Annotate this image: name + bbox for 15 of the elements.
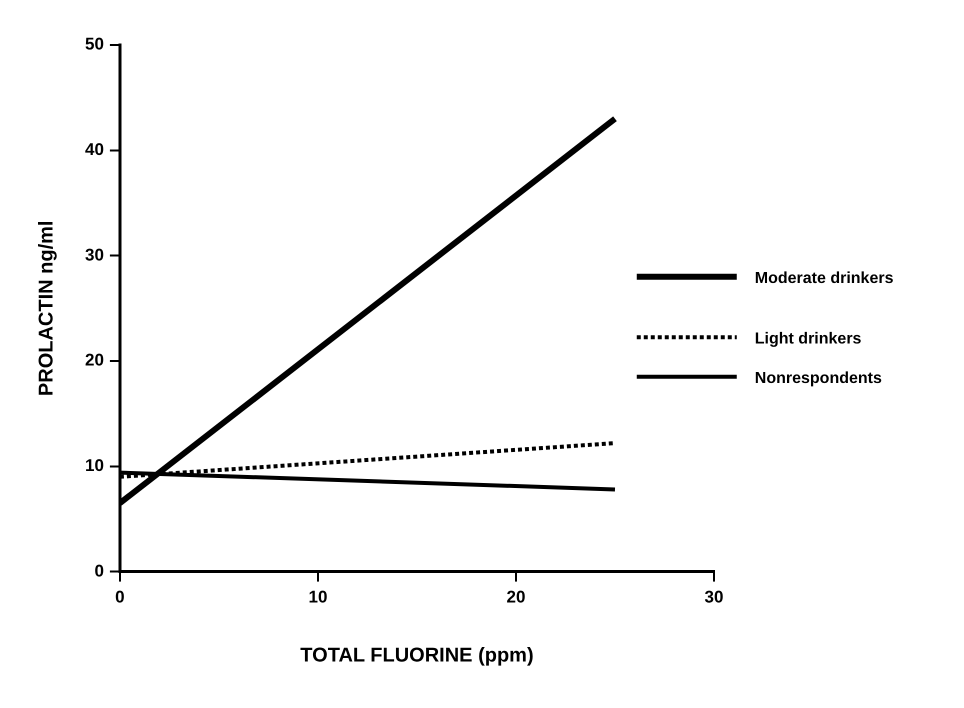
x-tick-label: 0 (115, 587, 125, 606)
text: Moderate drinkers (754, 270, 894, 288)
y-axis-title: PROLACTIN ng/ml (36, 220, 58, 396)
y-tick-label: 10 (84, 456, 104, 475)
x-tick-label: 20 (506, 587, 526, 606)
x-tick-label: 10 (308, 587, 328, 606)
text: Light drinkers (754, 330, 862, 348)
y-tick-label: 30 (84, 245, 104, 264)
y-tick-label: 40 (84, 140, 104, 160)
x-tick-label: 30 (704, 587, 724, 606)
y-tick-label: 20 (84, 350, 104, 370)
y-tick-label: 50 (84, 34, 104, 54)
x-axis-title: TOTAL FLUORINE (ppm) (300, 644, 534, 667)
y-tick-label: 0 (94, 561, 104, 580)
text: Nonrespondents (754, 370, 882, 388)
